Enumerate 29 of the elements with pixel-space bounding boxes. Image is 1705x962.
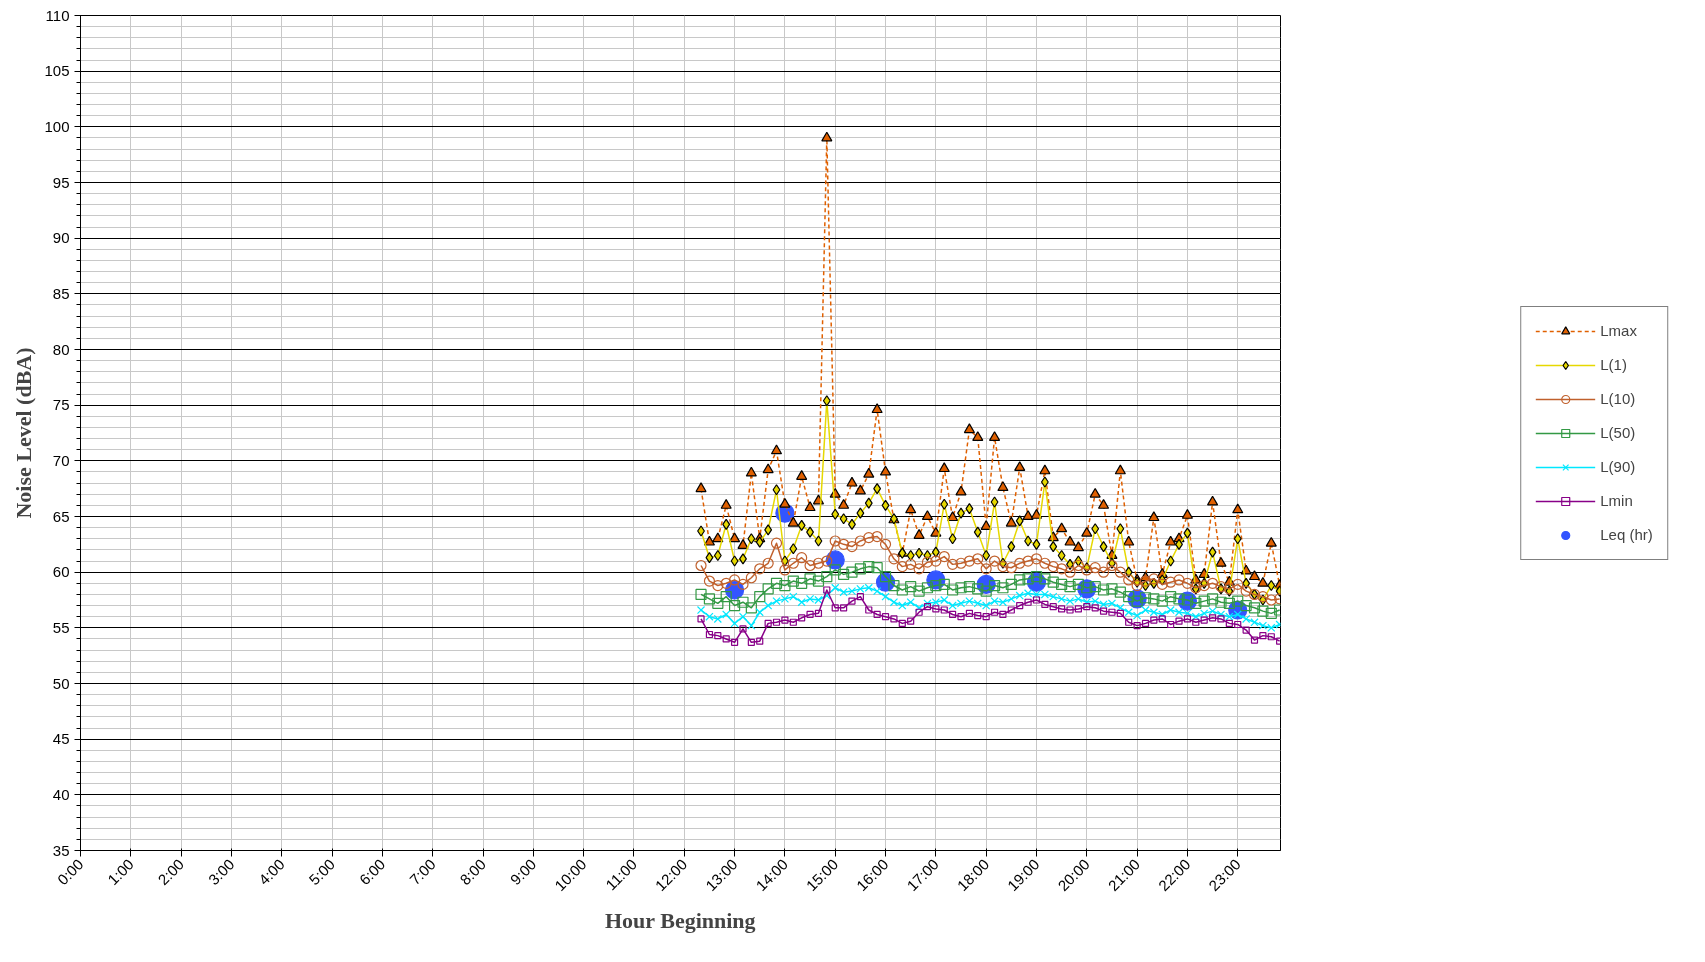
x-tick-label: 7:00 xyxy=(406,855,439,889)
legend-label: Leq (hr) xyxy=(1600,526,1653,543)
x-tick-label: 6:00 xyxy=(355,855,389,889)
legend-label: L(1) xyxy=(1600,356,1627,373)
legend-label: L(10) xyxy=(1600,390,1636,407)
y-tick-label: 45 xyxy=(52,730,70,748)
y-tick-label: 85 xyxy=(52,284,70,302)
y-tick-label: 80 xyxy=(52,340,70,358)
y-tick-label: 40 xyxy=(52,785,70,803)
y-tick-label: 110 xyxy=(45,6,70,24)
y-tick-label: 105 xyxy=(44,62,70,80)
legend-label: L(90) xyxy=(1600,458,1636,475)
x-tick-label: 4:00 xyxy=(255,855,288,889)
y-tick-label: 70 xyxy=(52,451,70,469)
x-axis-title: Hour Beginning xyxy=(605,908,756,934)
y-tick-label: 90 xyxy=(52,229,70,247)
y-tick-label: 100 xyxy=(44,117,70,135)
y-tick-label: 60 xyxy=(52,563,70,581)
y-tick-label: 50 xyxy=(52,674,70,692)
y-tick-label: 95 xyxy=(52,173,70,191)
legend-label: L(50) xyxy=(1600,424,1636,441)
y-tick-label: 55 xyxy=(52,618,70,636)
y-tick-label: 75 xyxy=(52,396,70,414)
y-axis-title: Noise Level (dBA) xyxy=(11,347,37,519)
legend-label: Lmin xyxy=(1600,492,1633,509)
x-tick-label: 3:00 xyxy=(204,855,238,889)
legend-label: Lmax xyxy=(1600,322,1637,339)
y-tick-label: 65 xyxy=(52,507,70,525)
x-tick-label: 9:00 xyxy=(506,855,540,889)
